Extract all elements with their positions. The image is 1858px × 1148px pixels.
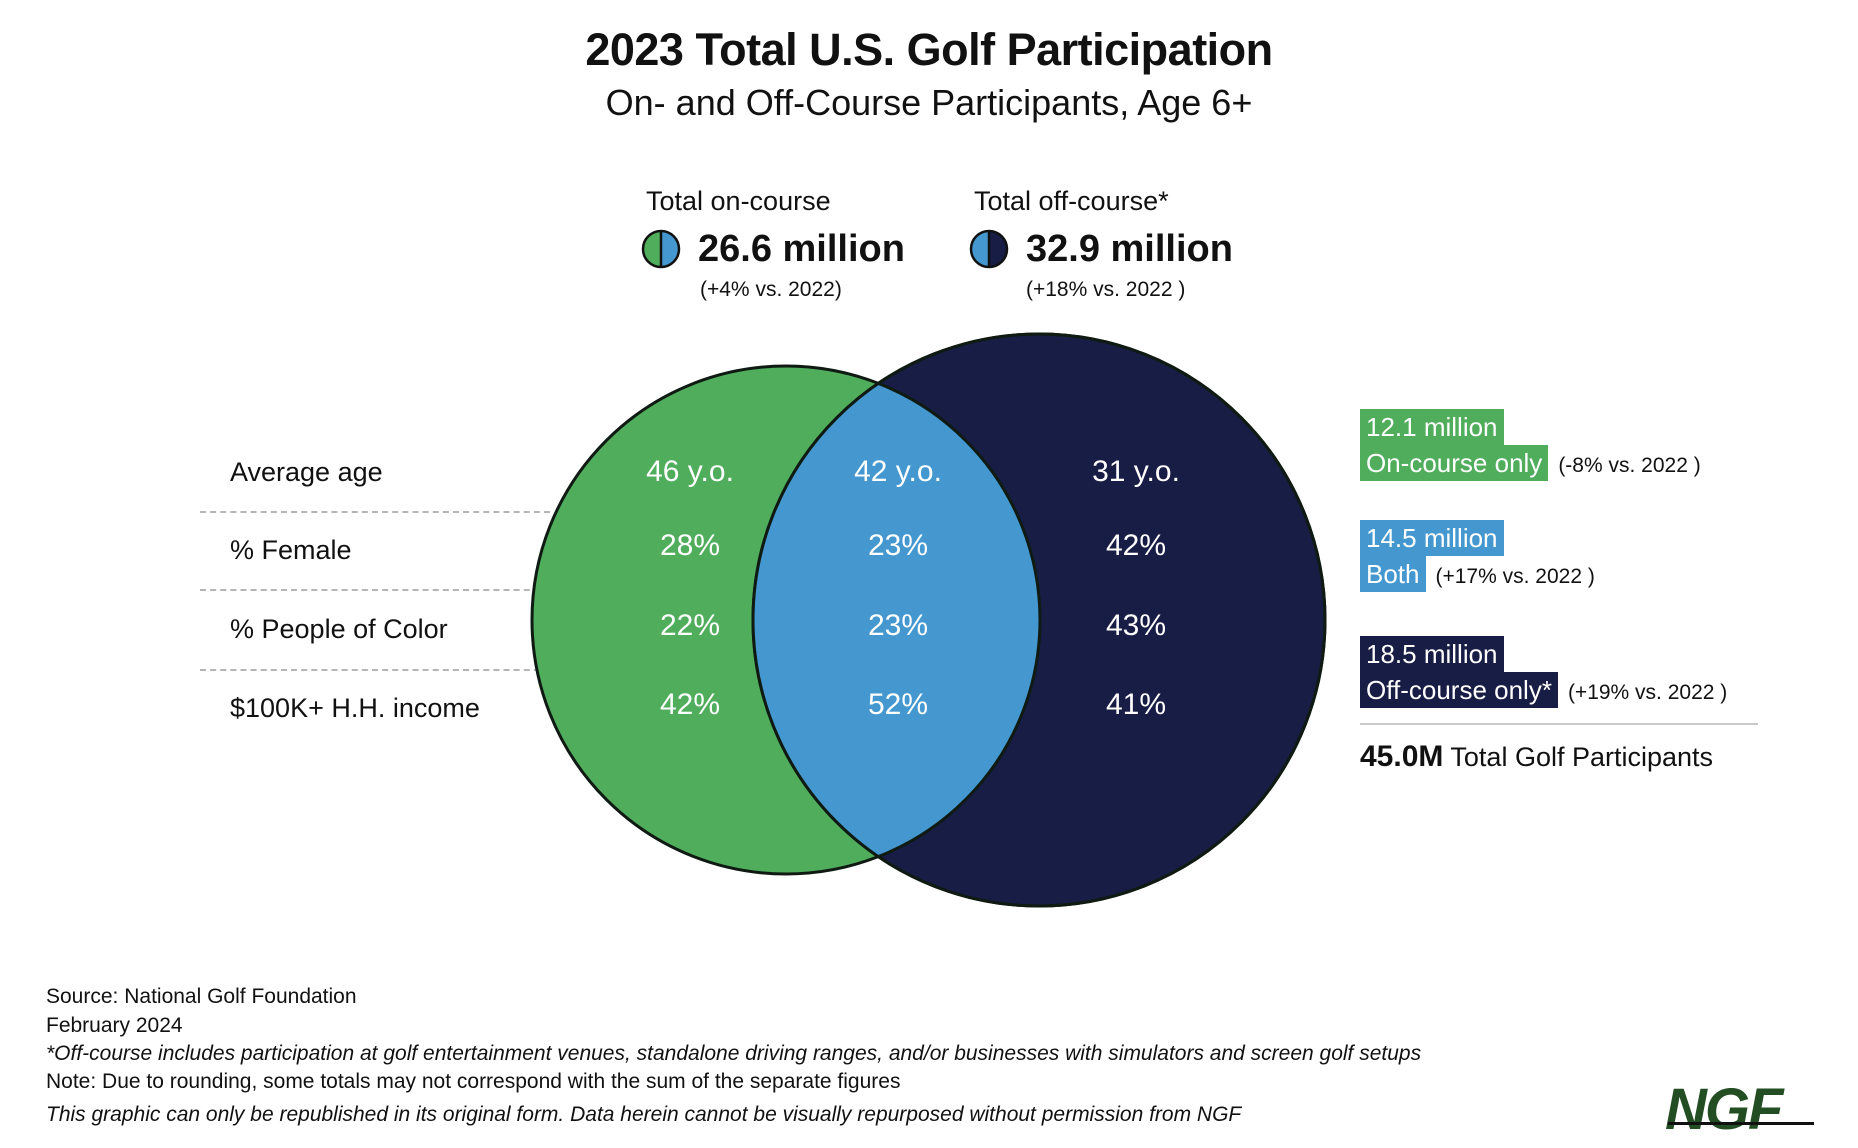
row-divider <box>200 669 550 671</box>
source-line: Source: National Golf Foundation <box>46 985 357 1009</box>
venn-value-on_only-3: 42% <box>660 688 720 721</box>
row-divider <box>200 589 550 591</box>
segment-on-course-only: 12.1 million On-course only (-8% vs. 2022… <box>1360 409 1701 481</box>
source-name: National Golf Foundation <box>124 985 357 1008</box>
venn-value-off_only-0: 31 y.o. <box>1092 455 1180 488</box>
venn-value-on_only-0: 46 y.o. <box>646 455 734 488</box>
segment-on-course-only-value: 12.1 million <box>1360 409 1504 445</box>
segment-both-label: Both <box>1360 556 1426 592</box>
venn-value-off_only-1: 42% <box>1106 529 1166 562</box>
rounding-note: Note: Due to rounding, some totals may n… <box>46 1070 901 1093</box>
venn-value-both-3: 52% <box>868 688 928 721</box>
venn-value-both-0: 42 y.o. <box>854 455 942 488</box>
metric-label-people-of-color: % People of Color <box>230 614 448 644</box>
chart-title: 2023 Total U.S. Golf Participation <box>585 24 1273 75</box>
half-blue-half-navy-circle-icon <box>969 229 1009 269</box>
half-green-half-blue-circle-icon <box>641 229 681 269</box>
total-on-course-label: Total on-course <box>646 186 831 216</box>
metric-label-average-age: Average age <box>230 457 383 487</box>
ngf-logo-underline <box>1668 1122 1814 1125</box>
total-off-course-change: (+18% vs. 2022 ) <box>1026 278 1186 301</box>
segment-on-course-only-label: On-course only <box>1360 445 1549 481</box>
total-on-course-change: (+4% vs. 2022) <box>700 278 842 301</box>
venn-value-on_only-2: 22% <box>660 609 720 642</box>
segment-both-value: 14.5 million <box>1360 520 1504 556</box>
segment-both: 14.5 million Both (+17% vs. 2022 ) <box>1360 520 1595 592</box>
footnote-off-course: *Off-course includes participation at go… <box>46 1042 1422 1065</box>
source-label: Source: <box>46 985 119 1008</box>
chart-subtitle: On- and Off-Course Participants, Age 6+ <box>605 82 1253 123</box>
venn-outline-off-course <box>751 332 1327 908</box>
metric-label-income: $100K+ H.H. income <box>230 693 480 723</box>
venn-value-off_only-2: 43% <box>1106 609 1166 642</box>
total-participants-label: Total Golf Participants <box>1450 742 1714 772</box>
total-participants-value: 45.0M <box>1360 740 1444 773</box>
venn-outline-on-course <box>530 364 1042 876</box>
segment-on-course-only-change: (-8% vs. 2022 ) <box>1558 454 1701 477</box>
total-participants: 45.0M Total Golf Participants <box>1360 740 1713 774</box>
total-on-course-value: 26.6 million <box>698 228 905 270</box>
publication-date: February 2024 <box>46 1014 183 1037</box>
segment-off-course-only-change: (+19% vs. 2022 ) <box>1567 681 1728 704</box>
row-divider <box>200 511 550 513</box>
republish-disclaimer: This graphic can only be republished in … <box>46 1103 1242 1126</box>
segment-off-course-only-label: Off-course only* <box>1360 672 1558 708</box>
segment-off-course-only-value: 18.5 million <box>1360 636 1504 672</box>
total-off-course-label: Total off-course* <box>974 186 1169 216</box>
segment-both-change: (+17% vs. 2022 ) <box>1435 565 1595 588</box>
total-off-course-value: 32.9 million <box>1026 228 1233 270</box>
venn-value-off_only-3: 41% <box>1106 688 1166 721</box>
venn-value-on_only-1: 28% <box>660 529 720 562</box>
segment-off-course-only: 18.5 million Off-course only* (+19% vs. 2… <box>1360 636 1727 708</box>
metric-label-female: % Female <box>230 535 352 565</box>
ngf-logo: NGF <box>1665 1077 1783 1142</box>
venn-value-both-1: 23% <box>868 529 928 562</box>
venn-value-both-2: 23% <box>868 609 928 642</box>
total-divider <box>1360 723 1758 725</box>
